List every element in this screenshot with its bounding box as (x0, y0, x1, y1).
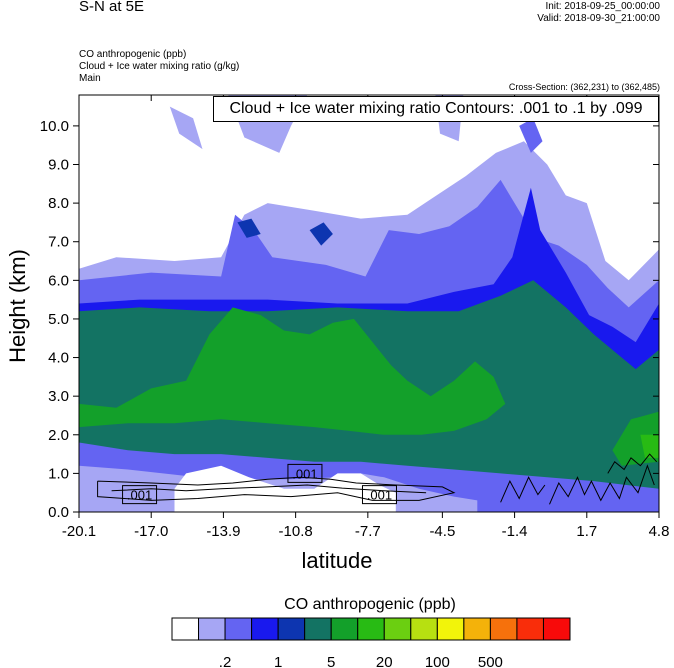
contour-region-5 (519, 118, 543, 153)
colorbar-box-12 (489, 617, 518, 641)
cloud-contour-line-3 (500, 476, 546, 503)
cloud-contour-line-4 (607, 453, 658, 474)
colorbar-box-3 (251, 617, 279, 641)
y-tick-label-7: 7.0 (48, 234, 69, 251)
plot-frame (78, 94, 660, 513)
x-tick-label-7: 1.7 (576, 523, 597, 540)
y-tick-label-6: 6.0 (48, 272, 69, 289)
x-axis-label: latitude (301, 548, 373, 573)
colorbar-box-6 (330, 617, 359, 641)
colorbar-box-1 (198, 617, 226, 641)
colorbar-box-8 (383, 617, 412, 641)
field-label-co: CO anthropogenic (ppb) (79, 49, 187, 60)
cloud-contour-line-0 (97, 476, 456, 501)
y-tick-label-10: 10.0 (40, 118, 69, 135)
y-axis-label: Height (km) (5, 249, 30, 363)
init-time: Init: 2018-09-25_00:00:00 (545, 1, 660, 12)
y-tick-label-1: 1.0 (48, 465, 69, 482)
y-tick-label-0: 0.0 (48, 504, 69, 521)
x-tick-label-0: -20.1 (62, 523, 96, 540)
colorbar-label-5: 500 (478, 654, 503, 668)
x-tick-label-3: -10.8 (279, 523, 313, 540)
x-tick-label-2: -13.9 (206, 523, 240, 540)
contour-label-0: .001 (127, 488, 152, 503)
y-tick-label-8: 8.0 (48, 195, 69, 212)
contour-region-15 (174, 465, 396, 512)
colorbar-label-2: 5 (327, 654, 335, 668)
colorbar-label-3: 20 (376, 654, 393, 668)
colorbar-label-4: 100 (425, 654, 450, 668)
colorbar: .2 1 5 20 100 500 (171, 617, 571, 668)
contour-region-12 (640, 434, 659, 458)
colorbar-label-0: .2 (219, 654, 232, 668)
x-tick-label-5: -4.5 (429, 523, 455, 540)
cloud-contour-line-1 (111, 484, 427, 494)
contour-region-10 (79, 307, 506, 435)
cloud-contour-line-2 (549, 464, 655, 505)
y-tick-label-9: 9.0 (48, 157, 69, 174)
colorbar-box-2 (224, 617, 253, 641)
contour-region-8 (309, 222, 333, 246)
colorbar-box-14 (542, 617, 571, 641)
y-tick-label-2: 2.0 (48, 427, 69, 444)
filled-contours: .001 .001 .001 (79, 95, 659, 512)
x-tick-label-6: -1.4 (502, 523, 528, 540)
axes: -20.1 -17.0 -13.9 -10.8 -7.7 -4.5 -1.4 1.7 4.8 0.… (40, 94, 670, 540)
y-tick-label-3: 3.0 (48, 388, 69, 405)
contour-label-box-0 (122, 485, 158, 505)
y-tick-label-4: 4.0 (48, 350, 69, 367)
x-tick-label-1: -17.0 (134, 523, 168, 540)
plot-area: .001 .001 .001 (79, 95, 659, 512)
colorbar-label-1: 1 (274, 654, 282, 668)
valid-time: Valid: 2018-09-30_21:00:00 (537, 13, 660, 24)
colorbar-box-5 (304, 617, 332, 641)
contour-label-1: .001 (292, 466, 317, 481)
contour-region-1 (169, 106, 203, 150)
contour-label-box-2 (361, 485, 397, 505)
colorbar-box-11 (463, 617, 491, 641)
contour-label-box-1 (287, 463, 323, 483)
cross-section-label: Cross-Section: (362,231) to (362,485) (508, 82, 660, 92)
colorbar-box-9 (410, 617, 438, 641)
colorbar-box-0 (171, 617, 200, 641)
contour-label-2: .001 (367, 488, 392, 503)
field-label-domain: Main (79, 73, 101, 84)
plot-title: S-N at 5E (79, 0, 145, 15)
x-tick-label-4: -7.7 (355, 523, 381, 540)
colorbar-box-7 (357, 617, 385, 641)
x-tick-label-8: 4.8 (649, 523, 670, 540)
field-label-cloud: Cloud + Ice water mixing ratio (g/kg) (79, 61, 240, 72)
colorbar-title: CO anthropogenic (ppb) (284, 596, 456, 613)
contour-info-box: Cloud + Ice water mixing ratio Contours:… (213, 96, 659, 122)
y-tick-label-5: 5.0 (48, 311, 69, 328)
colorbar-box-4 (277, 617, 306, 641)
colorbar-box-10 (436, 617, 465, 641)
contour-region-7 (237, 218, 261, 238)
colorbar-box-13 (516, 617, 544, 641)
